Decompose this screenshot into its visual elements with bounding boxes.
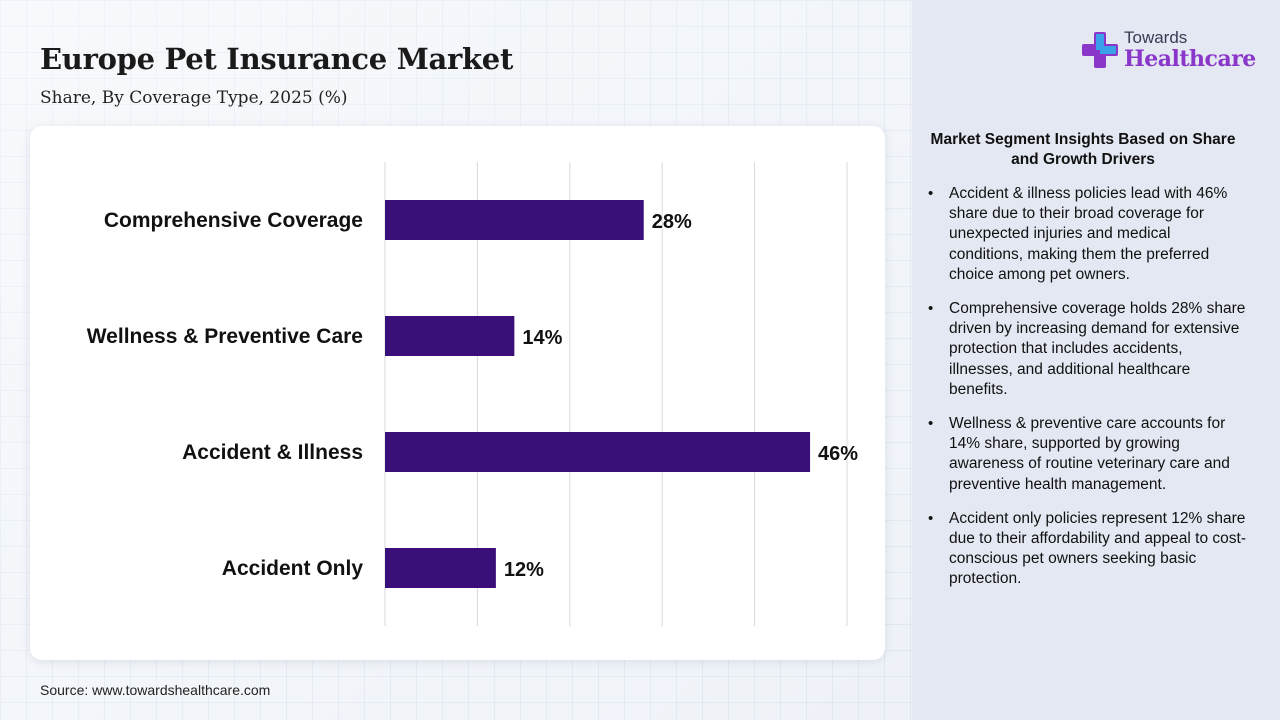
insight-item: • Comprehensive coverage holds 28% share … xyxy=(928,299,1248,400)
logo-text-healthcare: Healthcare xyxy=(1124,46,1256,72)
category-label: Comprehensive Coverage xyxy=(104,209,363,232)
category-label: Accident Only xyxy=(222,557,364,580)
data-label: 28% xyxy=(652,211,692,233)
bullet-icon: • xyxy=(928,415,934,433)
data-label: 14% xyxy=(522,327,562,349)
insight-item: • Wellness & preventive care accounts for… xyxy=(928,414,1248,495)
bar xyxy=(385,316,515,356)
category-label: Wellness & Preventive Care xyxy=(87,325,363,348)
chart-card: Comprehensive Coverage 28% Wellness & Prev… xyxy=(30,126,885,660)
insights-title: Market Segment Insights Based on Share a… xyxy=(930,131,1236,168)
bullet-icon: • xyxy=(928,185,934,202)
bar-chart: Comprehensive Coverage 28% Wellness & Prev… xyxy=(87,162,858,626)
insight-text: Accident only policies represent 12% sha… xyxy=(949,509,1246,588)
insight-text: Comprehensive coverage holds 28% share d… xyxy=(949,300,1246,398)
insight-item: • Accident only policies represent 12% sh… xyxy=(928,509,1248,590)
insight-text: Wellness & preventive care accounts for … xyxy=(949,415,1230,493)
bullet-icon: • xyxy=(928,300,934,318)
insight-item: • Accident & illness policies lead with 4… xyxy=(928,184,1248,285)
plus-cross-logo-icon xyxy=(1082,32,1118,68)
insight-text: Accident & illness policies lead with 46… xyxy=(949,185,1228,283)
bar xyxy=(385,200,644,240)
bullet-icon: • xyxy=(928,509,934,527)
data-label: 12% xyxy=(504,559,544,581)
logo-text-towards: Towards xyxy=(1124,28,1188,47)
brand-logo: Towards Healthcare xyxy=(1080,26,1260,78)
page-subtitle: Share, By Coverage Type, 2025 (%) xyxy=(40,88,348,108)
source-note: Source: www.towardshealthcare.com xyxy=(40,682,271,698)
insights-panel xyxy=(912,0,1280,720)
category-label: Accident & Illness xyxy=(182,441,363,464)
bar xyxy=(385,432,811,472)
bar xyxy=(385,548,496,588)
page-title: Europe Pet Insurance Market xyxy=(40,42,514,76)
insights-list: • Accident & illness policies lead with 4… xyxy=(928,184,1248,604)
data-label: 46% xyxy=(818,443,858,465)
